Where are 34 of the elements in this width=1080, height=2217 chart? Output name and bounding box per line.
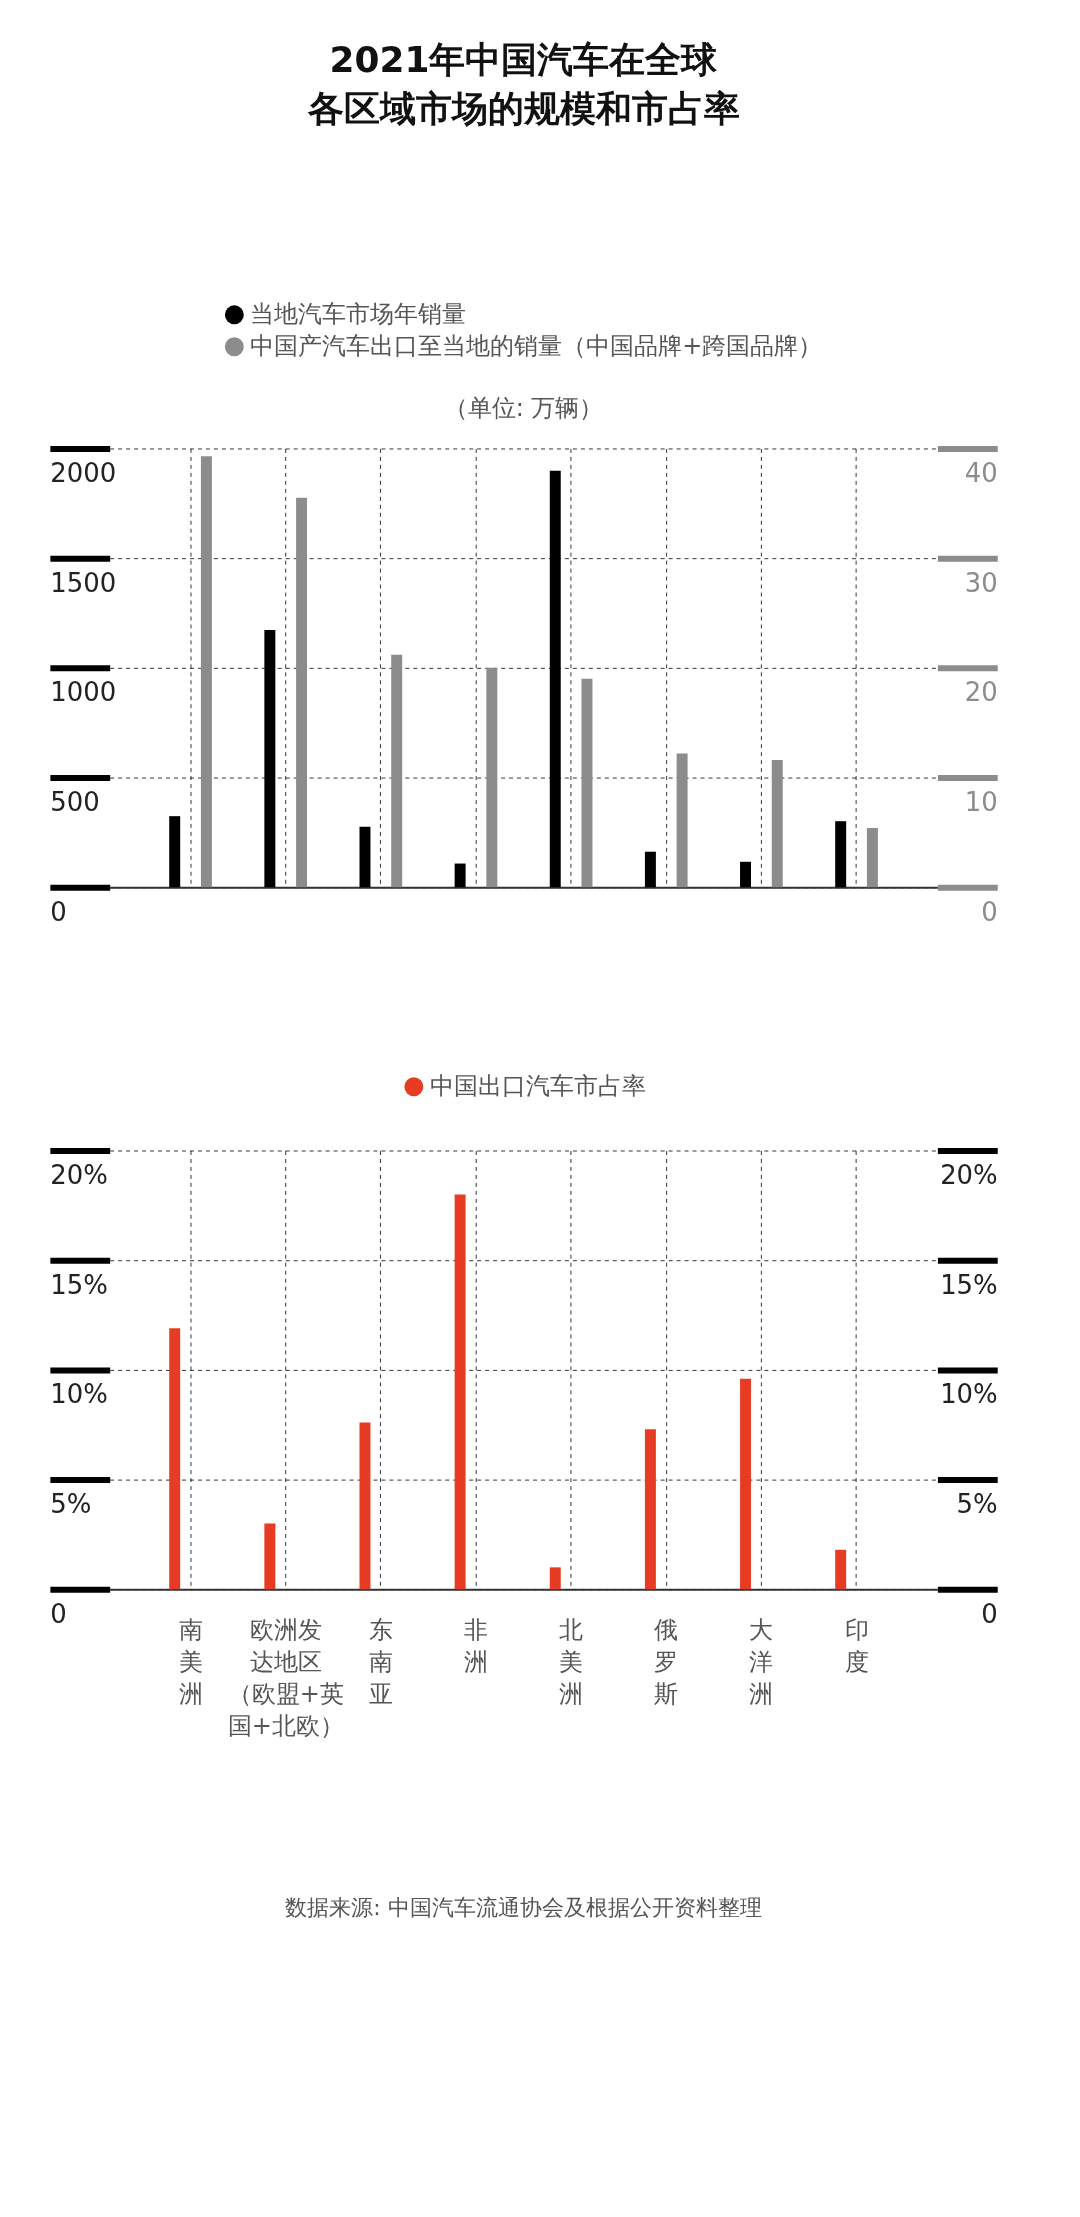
y2-tick-label: 40 — [964, 457, 998, 488]
x-tick-label: 北美洲 — [559, 1616, 584, 1708]
x-tick-label: 俄罗斯 — [654, 1616, 679, 1708]
x-tick-label: 非洲 — [463, 1616, 488, 1677]
y2-tick-label: 10% — [940, 1379, 998, 1410]
y-tick-label: 500 — [50, 786, 100, 817]
legend-label: 中国产汽车出口至当地的销量（中国品牌+跨国品牌） — [250, 331, 823, 360]
y2-tick-label: 15% — [940, 1269, 998, 1300]
x-tick-label: 欧洲发达地区（欧盟+英国+北欧） — [227, 1616, 344, 1740]
y-tick-label: 0 — [50, 896, 67, 927]
legend-label: 当地汽车市场年销量 — [250, 299, 467, 328]
y-tick-label: 20% — [50, 1159, 108, 1190]
y-tick-label: 1500 — [50, 567, 117, 598]
y2-tick-label: 0 — [981, 896, 998, 927]
y2-tick-label: 20% — [940, 1159, 998, 1190]
y2-tick-label: 5% — [956, 1489, 998, 1520]
x-tick-label: 大洋洲 — [749, 1616, 774, 1708]
y-tick-label: 15% — [50, 1269, 108, 1300]
source-note: 数据来源: 中国汽车流通协会及根据公开资料整理 — [285, 1895, 762, 1921]
y-tick-label: 0 — [50, 1598, 67, 1629]
y2-tick-label: 10 — [964, 786, 998, 817]
y-tick-label: 1000 — [50, 677, 117, 708]
chart-title: 2021年中国汽车在全球各区域市场的规模和市占率 — [306, 38, 740, 130]
y-tick-label: 5% — [50, 1489, 92, 1520]
y2-tick-label: 0 — [981, 1598, 998, 1629]
x-tick-label: 东南亚 — [368, 1616, 393, 1708]
x-tick-label: 印度 — [844, 1616, 869, 1677]
x-tick-label: 南美洲 — [178, 1616, 203, 1708]
y-tick-label: 10% — [50, 1379, 108, 1410]
text: （单位: 万辆） — [443, 393, 604, 422]
y-tick-label: 2000 — [50, 457, 117, 488]
legend-label: 中国出口汽车市占率 — [429, 1071, 646, 1100]
y2-tick-label: 20 — [964, 677, 998, 708]
y2-tick-label: 30 — [964, 567, 998, 598]
